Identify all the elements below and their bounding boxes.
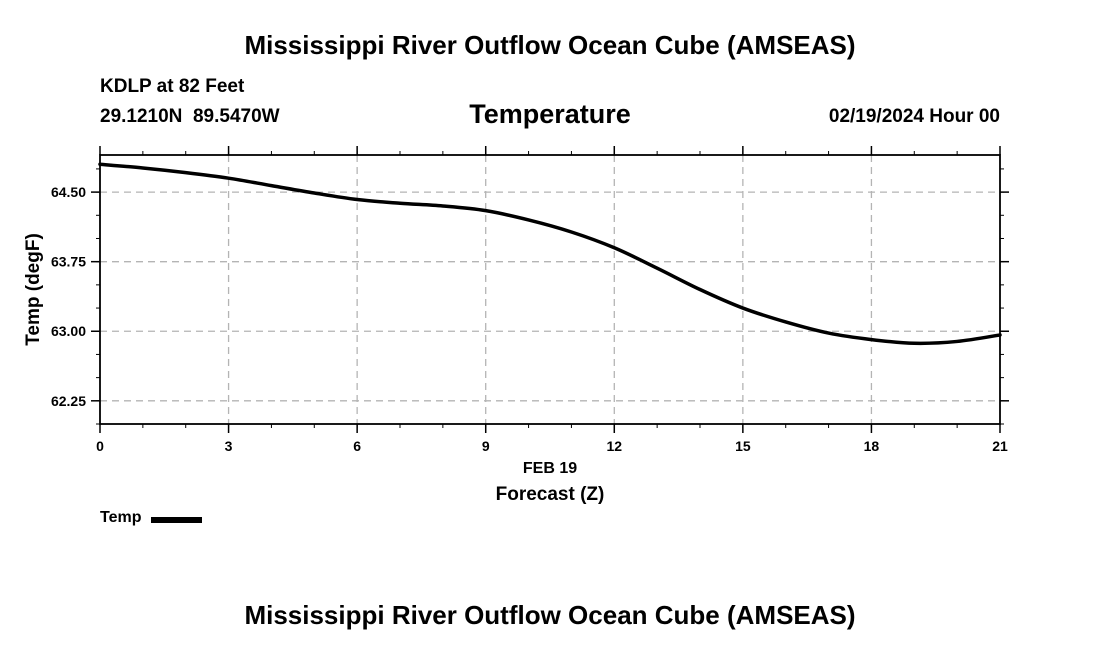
x-tick-label: 15 [735,438,751,454]
x-tick-label: 12 [606,438,622,454]
y-tick-label: 64.50 [51,184,86,200]
station-label: KDLP at 82 Feet [100,76,245,97]
x-tick-label: 21 [992,438,1008,454]
y-tick-label: 63.00 [51,323,86,339]
series-line-temp [98,162,1002,346]
page-title: Mississippi River Outflow Ocean Cube (AM… [244,30,856,60]
x-tick-label: 3 [225,438,233,454]
x-tick-label: 18 [864,438,880,454]
forecast-datetime: 02/19/2024 Hour 00 [828,106,1000,127]
variable-title: Temperature [469,99,631,129]
x-tick-label: 9 [482,438,490,454]
plot-frame [99,154,1001,425]
x-axis-label: Forecast (Z) [496,484,605,505]
y-tick-label: 62.25 [51,393,86,409]
legend-label: Temp [100,509,142,526]
y-tick-label: 63.75 [51,254,86,270]
coordinates-label: 29.1210N 89.5470W [100,106,280,127]
x-tick-label: 0 [96,438,104,454]
legend: Temp [100,509,203,527]
y-axis-label: Temp (degF) [23,233,44,346]
x-axis-date-label: FEB 19 [523,460,577,477]
x-tick-label: 6 [353,438,361,454]
footer-title: Mississippi River Outflow Ocean Cube (AM… [244,600,856,630]
legend-swatch [151,516,203,523]
